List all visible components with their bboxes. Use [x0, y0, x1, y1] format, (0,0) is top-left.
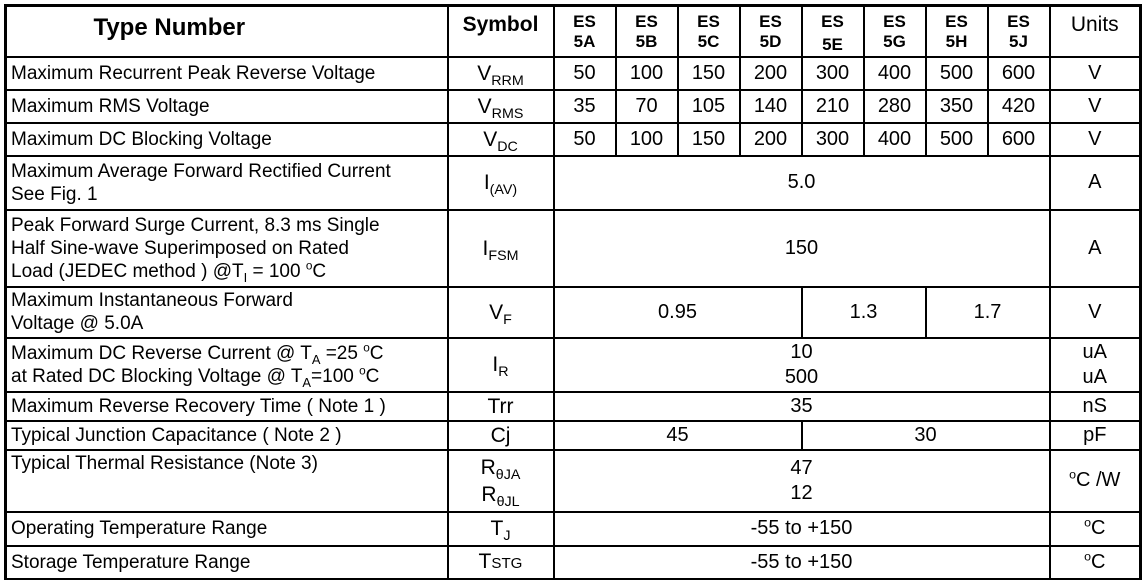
value-cell: 70 — [614, 88, 679, 124]
parameter-cell: Maximum Instantaneous Forward Voltage @ … — [4, 285, 449, 339]
value-cell: 35 — [552, 390, 1051, 422]
value-cell: 30 — [800, 419, 1051, 451]
symbol-cell: VRRM — [446, 55, 555, 91]
column-header-es-5d: ES 5D — [738, 4, 803, 58]
value-cell: -55 to +150 — [552, 544, 1051, 580]
value-cell: 200 — [738, 55, 803, 91]
symbol-cell: TJ — [446, 510, 555, 547]
table-row-cj: Typical Junction Capacitance ( Note 2 ) … — [4, 419, 1142, 451]
units-cell: A — [1048, 208, 1142, 288]
units-cell: pF — [1048, 419, 1142, 451]
value-cell: 150 — [552, 208, 1051, 288]
value-cell: 35 — [552, 88, 617, 124]
column-header-es-5a: ES 5A — [552, 4, 617, 58]
value-cell: 200 — [738, 121, 803, 157]
value-cell: 500 — [924, 121, 989, 157]
value-cell: 1.3 — [800, 285, 927, 339]
value-cell: 210 — [800, 88, 865, 124]
column-header-es-5h: ES 5H — [924, 4, 989, 58]
value-cell: 300 — [800, 55, 865, 91]
column-header-symbol: Symbol — [446, 4, 555, 58]
symbol-cell: I(AV) — [446, 154, 555, 211]
symbol-cell: IR — [446, 336, 555, 393]
value-cell: 45 — [552, 419, 803, 451]
units-cell: V — [1048, 88, 1142, 124]
parameter-cell: Maximum DC Reverse Current @ TA =25 oC a… — [4, 336, 449, 393]
value-cell: 100 — [614, 55, 679, 91]
value-cell: 350 — [924, 88, 989, 124]
units-cell: A — [1048, 154, 1142, 211]
symbol-cell: IFSM — [446, 208, 555, 288]
units-cell: V — [1048, 121, 1142, 157]
value-cell: 280 — [862, 88, 927, 124]
column-header-units: Units — [1048, 4, 1142, 58]
table-row-ir: Maximum DC Reverse Current @ TA =25 oC a… — [4, 336, 1142, 393]
value-cell: 600 — [986, 121, 1051, 157]
table-row-thermal-resistance: Typical Thermal Resistance (Note 3) RθJA… — [4, 448, 1142, 513]
table-row-tstg: Storage Temperature Range TSTG -55 to +1… — [4, 544, 1142, 580]
parameter-cell: Maximum Average Forward Rectified Curren… — [4, 154, 449, 211]
value-cell: 50 — [552, 121, 617, 157]
table-row-tj: Operating Temperature Range TJ -55 to +1… — [4, 510, 1142, 547]
value-cell: 1.7 — [924, 285, 1051, 339]
value-cell: 150 — [676, 55, 741, 91]
column-header-type-number: Type Number — [4, 4, 449, 58]
parameter-cell: Typical Junction Capacitance ( Note 2 ) — [4, 419, 449, 451]
table-row-vrrm: Maximum Recurrent Peak Reverse Voltage V… — [4, 55, 1142, 91]
table-header-row: Type Number Symbol ES 5A ES 5B ES 5C ES 5D E… — [4, 4, 1142, 58]
parameter-cell: Operating Temperature Range — [4, 510, 449, 547]
symbol-cell: VF — [446, 285, 555, 339]
table-row-vrms: Maximum RMS Voltage VRMS 35 70 105 140 2… — [4, 88, 1142, 124]
table-row-vf: Maximum Instantaneous Forward Voltage @ … — [4, 285, 1142, 339]
symbol-cell: Trr — [446, 390, 555, 422]
table-row-iav: Maximum Average Forward Rectified Curren… — [4, 154, 1142, 211]
units-cell: oC — [1048, 510, 1142, 547]
units-cell: uA uA — [1048, 336, 1142, 393]
value-cell: 420 — [986, 88, 1051, 124]
column-header-es-5c: ES 5C — [676, 4, 741, 58]
table-row-vdc: Maximum DC Blocking Voltage VDC 50 100 1… — [4, 121, 1142, 157]
units-cell: V — [1048, 285, 1142, 339]
parameter-cell: Peak Forward Surge Current, 8.3 ms Singl… — [4, 208, 449, 288]
value-cell: 10 500 — [552, 336, 1051, 393]
column-header-es-5j: ES 5J — [986, 4, 1051, 58]
value-cell: 600 — [986, 55, 1051, 91]
units-cell: oC — [1048, 544, 1142, 580]
column-header-es-5g: ES 5G — [862, 4, 927, 58]
units-cell: nS — [1048, 390, 1142, 422]
symbol-cell: VDC — [446, 121, 555, 157]
symbol-cell: TSTG — [446, 544, 555, 580]
value-cell: 400 — [862, 121, 927, 157]
value-cell: 140 — [738, 88, 803, 124]
value-cell: 400 — [862, 55, 927, 91]
parameter-cell: Storage Temperature Range — [4, 544, 449, 580]
value-cell: 0.95 — [552, 285, 803, 339]
parameter-cell: Typical Thermal Resistance (Note 3) — [4, 448, 449, 513]
value-cell: 105 — [676, 88, 741, 124]
value-cell: 50 — [552, 55, 617, 91]
value-cell: 300 — [800, 121, 865, 157]
column-header-es-5e: ES 5E — [800, 4, 865, 58]
table-row-trr: Maximum Reverse Recovery Time ( Note 1 )… — [4, 390, 1142, 422]
value-cell: 100 — [614, 121, 679, 157]
column-header-es-5b: ES 5B — [614, 4, 679, 58]
value-cell: 47 12 — [552, 448, 1051, 513]
symbol-cell: RθJA RθJL — [446, 448, 555, 513]
ratings-table: Type Number Symbol ES 5A ES 5B ES 5C ES 5D E… — [4, 4, 1142, 580]
symbol-cell: VRMS — [446, 88, 555, 124]
parameter-cell: Maximum RMS Voltage — [4, 88, 449, 124]
value-cell: 5.0 — [552, 154, 1051, 211]
value-cell: -55 to +150 — [552, 510, 1051, 547]
parameter-cell: Maximum Recurrent Peak Reverse Voltage — [4, 55, 449, 91]
units-cell: oC /W — [1048, 448, 1142, 513]
parameter-cell: Maximum Reverse Recovery Time ( Note 1 ) — [4, 390, 449, 422]
value-cell: 500 — [924, 55, 989, 91]
parameter-cell: Maximum DC Blocking Voltage — [4, 121, 449, 157]
units-cell: V — [1048, 55, 1142, 91]
table-row-ifsm: Peak Forward Surge Current, 8.3 ms Singl… — [4, 208, 1142, 288]
symbol-cell: Cj — [446, 419, 555, 451]
value-cell: 150 — [676, 121, 741, 157]
